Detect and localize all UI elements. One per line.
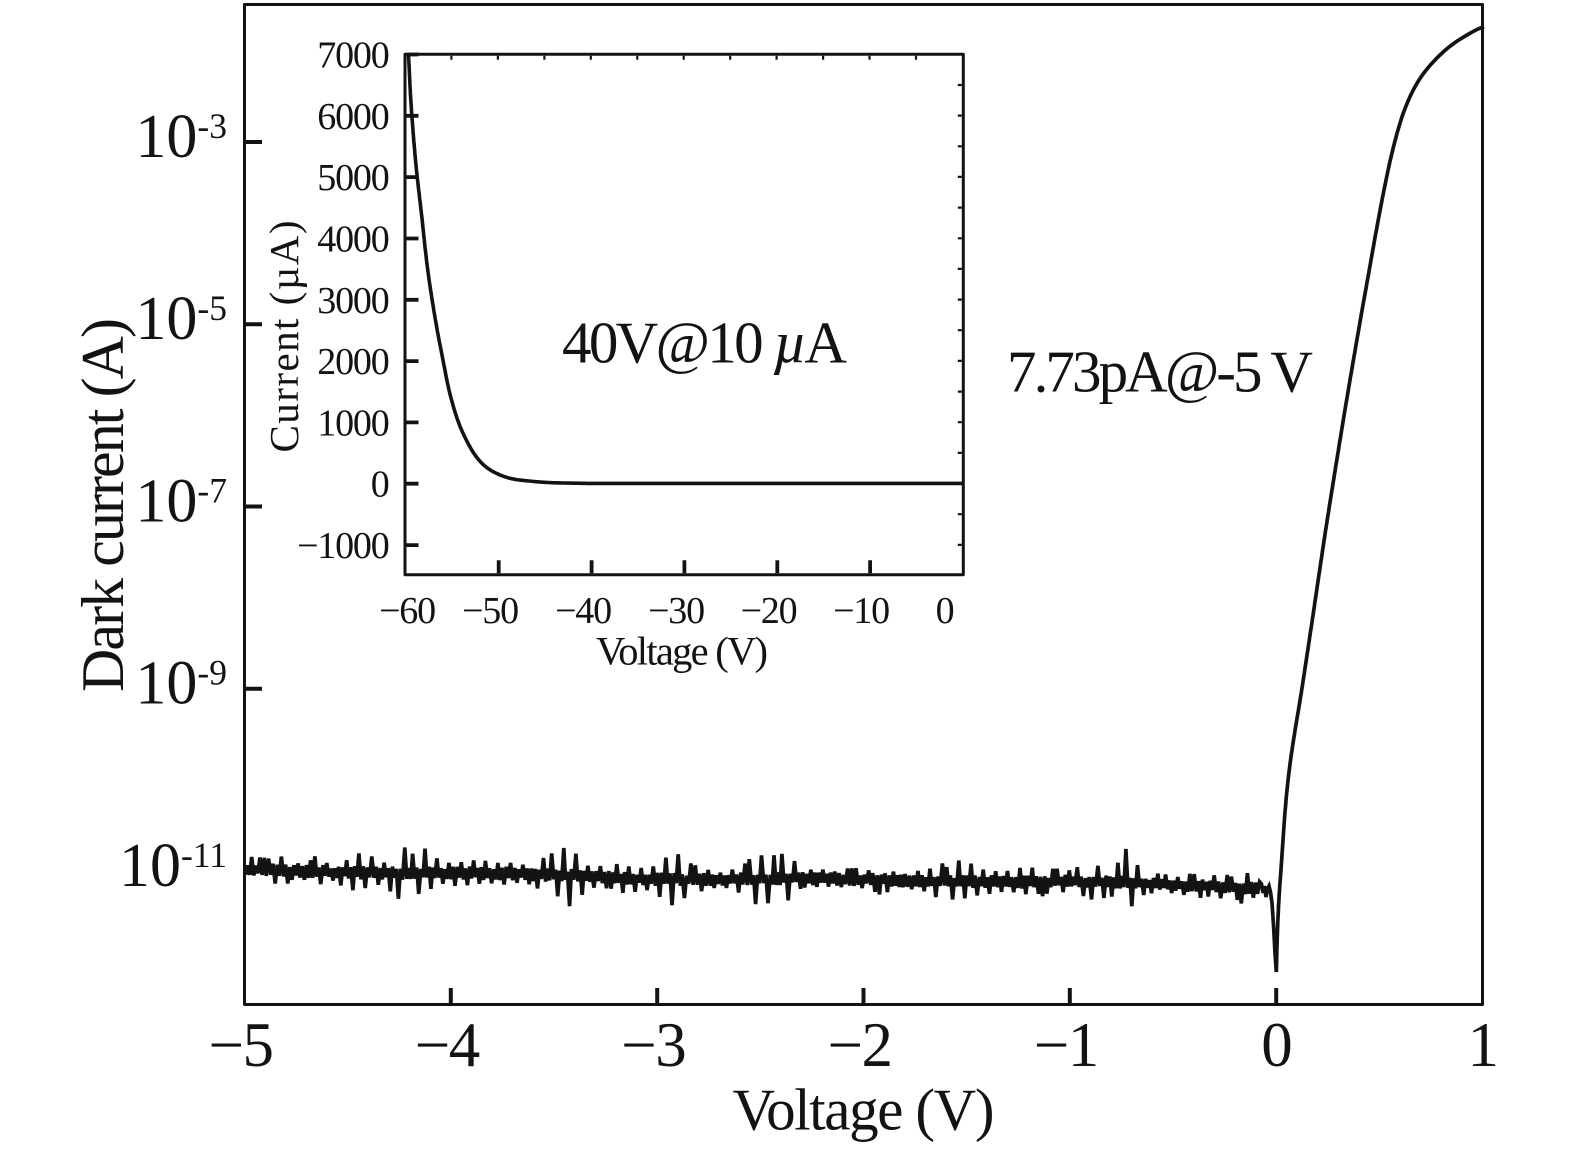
svg-text:0: 0	[371, 464, 389, 506]
svg-text:6000: 6000	[317, 96, 388, 138]
svg-text:−60: −60	[379, 590, 435, 632]
svg-text:0: 0	[1261, 1010, 1291, 1080]
svg-text:Dark current (A): Dark current (A)	[70, 318, 136, 692]
svg-text:−40: −40	[555, 590, 611, 632]
svg-text:−4: −4	[415, 1010, 480, 1080]
svg-text:1000: 1000	[317, 402, 388, 444]
svg-text:40V@10 µA: 40V@10 µA	[562, 310, 847, 376]
svg-text:−50: −50	[462, 590, 518, 632]
svg-text:0: 0	[936, 590, 954, 632]
svg-text:Voltage (V): Voltage (V)	[596, 629, 768, 674]
svg-text:−30: −30	[648, 590, 704, 632]
svg-text:3000: 3000	[317, 280, 388, 322]
svg-text:7000: 7000	[317, 35, 388, 77]
svg-text:−20: −20	[741, 590, 797, 632]
svg-text:7.73pA@-5 V: 7.73pA@-5 V	[1007, 339, 1313, 405]
svg-text:2000: 2000	[317, 341, 388, 383]
svg-text:Voltage (V): Voltage (V)	[733, 1077, 995, 1143]
svg-text:−1: −1	[1034, 1010, 1098, 1080]
svg-text:Current (µA): Current (µA)	[261, 221, 307, 453]
svg-text:10-5: 10-5	[135, 285, 227, 353]
svg-text:5000: 5000	[317, 157, 388, 199]
svg-text:1: 1	[1468, 1010, 1498, 1080]
svg-text:−5: −5	[208, 1010, 272, 1080]
svg-text:−10: −10	[833, 590, 889, 632]
svg-text:−3: −3	[621, 1010, 685, 1080]
svg-text:4000: 4000	[317, 219, 388, 261]
svg-text:−2: −2	[827, 1010, 891, 1080]
svg-text:−1000: −1000	[297, 525, 389, 567]
